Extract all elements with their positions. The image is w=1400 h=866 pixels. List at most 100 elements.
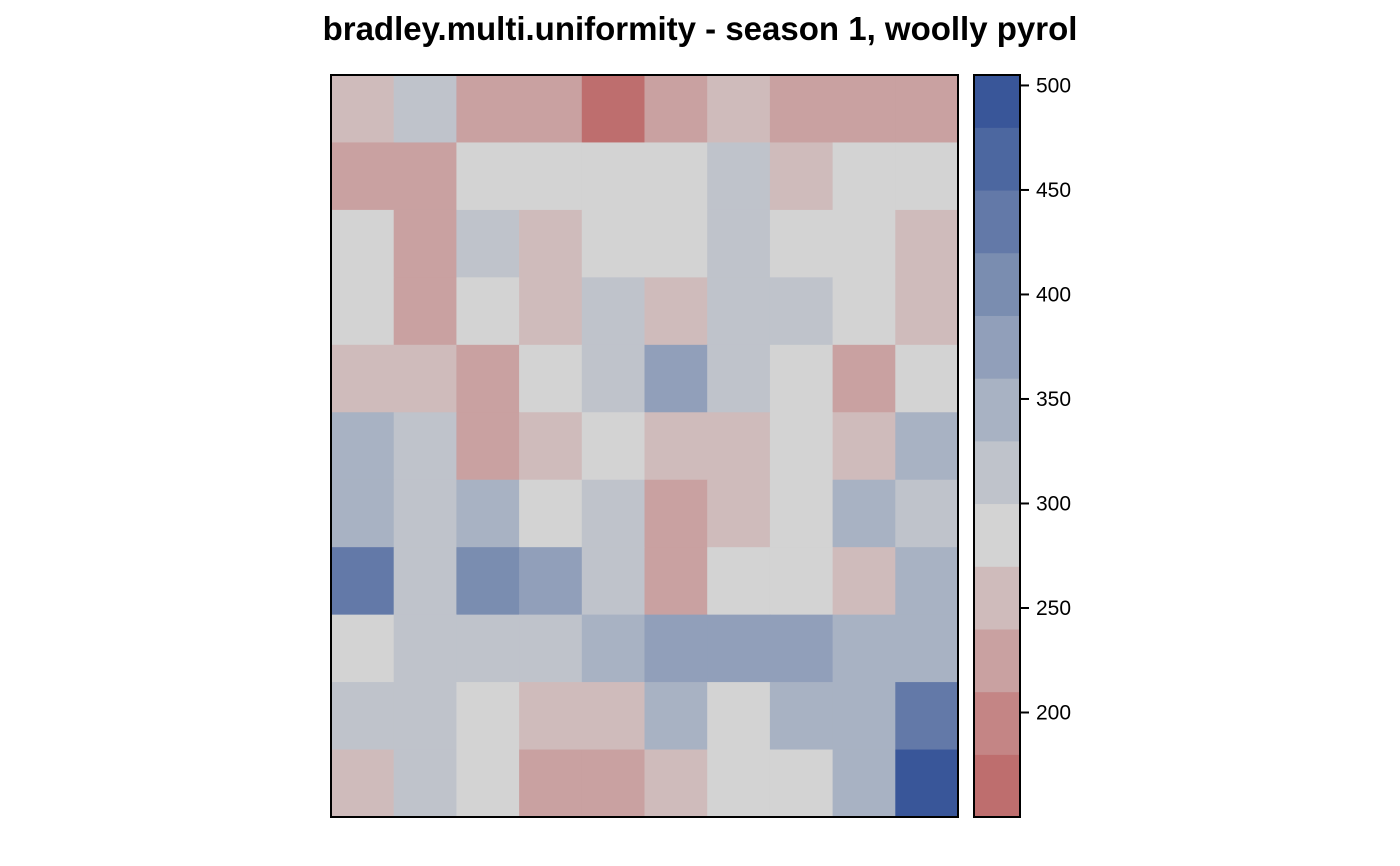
heatmap-cell-r6-c6 [644,412,708,481]
plot-frame [330,74,959,818]
heatmap-cell-r4-c8 [769,277,834,346]
heatmap-cell-r8-c3 [456,547,520,616]
heatmap-cell-r5-c9 [832,344,896,413]
heatmap-cell-r9-c5 [581,614,646,683]
heatmap-cell-r4-c7 [707,277,771,346]
heatmap-cell-r11-c9 [832,749,896,818]
heatmap-cell-r11-c4 [519,749,583,818]
heatmap-cell-r2-c2 [393,142,457,211]
heatmap-cell-r10-c9 [832,682,896,751]
heatmap-cell-r6-c2 [393,412,457,481]
heatmap-cell-r9-c7 [707,614,771,683]
heatmap-cell-r7-c4 [519,479,583,548]
heatmap-cell-r8-c10 [895,547,959,616]
heatmap-cell-r6-c1 [331,412,395,481]
heatmap-cell-r11-c5 [581,749,646,818]
heatmap-cell-r1-c10 [895,75,959,144]
heatmap-cell-r3-c4 [519,209,583,278]
heatmap-cell-r2-c8 [769,142,834,211]
heatmap-cell-r5-c1 [331,344,395,413]
colorbar-band-11 [974,127,1020,191]
heatmap-cell-r5-c7 [707,344,771,413]
heatmap-cell-r7-c2 [393,479,457,548]
colorbar-band-2 [974,691,1020,755]
heatmap-cell-r5-c5 [581,344,646,413]
heatmap-cell-r1-c6 [644,75,708,144]
heatmap-cell-r5-c3 [456,344,520,413]
heatmap-cell-r3-c1 [331,209,395,278]
heatmap-cell-r8-c7 [707,547,771,616]
heatmap-cell-r4-c1 [331,277,395,346]
chart-title: bradley.multi.uniformity - season 1, woo… [322,10,1078,47]
colorbar-band-7 [974,378,1020,442]
heatmap-cell-r7-c10 [895,479,959,548]
heatmap-cell-r6-c8 [769,412,834,481]
colorbar-tick-label-300: 300 [1036,492,1071,515]
heatmap-cell-r2-c6 [644,142,708,211]
heatmap-cell-r4-c10 [895,277,959,346]
colorbar-band-5 [974,503,1020,567]
heatmap-cell-r8-c5 [581,547,646,616]
heatmap-cell-r5-c2 [393,344,457,413]
heatmap-cell-r5-c6 [644,344,708,413]
colorbar-band-1 [974,754,1020,818]
heatmap-cell-r10-c2 [393,682,457,751]
heatmap-cell-r4-c3 [456,277,520,346]
heatmap-cell-r7-c3 [456,479,520,548]
heatmap-cell-r5-c8 [769,344,834,413]
colorbar-band-3 [974,628,1020,693]
heatmap-cell-r2-c10 [895,142,959,211]
colorbar-band-8 [974,315,1020,379]
heatmap-cell-r9-c9 [832,614,896,683]
heatmap-cell-r4-c5 [581,277,646,346]
heatmap-cell-r9-c4 [519,614,583,683]
heatmap-cell-r9-c8 [769,614,834,683]
heatmap-cell-r1-c9 [832,75,896,144]
heatmap-cell-r6-c5 [581,412,646,481]
heatmap-cell-r6-c10 [895,412,959,481]
heatmap-cell-r8-c8 [769,547,834,616]
heatmap-cell-r1-c4 [519,75,583,144]
heatmap-cell-r2-c4 [519,142,583,211]
heatmap-cell-r4-c4 [519,277,583,346]
heatmap-cell-r10-c5 [581,682,646,751]
heatmap-cell-r1-c2 [393,75,457,144]
heatmap-cell-r8-c1 [331,547,395,616]
colorbar-tick-label-250: 250 [1036,597,1071,620]
heatmap-cell-r7-c7 [707,479,771,548]
colorbar-tick-label-450: 450 [1036,179,1071,202]
heatmap-cell-r4-c2 [393,277,457,346]
colorbar-band-6 [974,440,1020,505]
heatmap-cell-r7-c5 [581,479,646,548]
heatmap-cell-r10-c3 [456,682,520,751]
heatmap-cell-r11-c3 [456,749,520,818]
heatmap-cell-r2-c5 [581,142,646,211]
colorbar-band-4 [974,566,1020,630]
heatmap-cell-r2-c1 [331,142,395,211]
heatmap-cell-r10-c1 [331,682,395,751]
heatmap-cell-r11-c8 [769,749,834,818]
colorbar-band-12 [974,75,1020,128]
heatmap-cell-r9-c3 [456,614,520,683]
heatmap-cell-r9-c2 [393,614,457,683]
heatmap-cell-r1-c5 [581,75,646,144]
heatmap-cell-r9-c6 [644,614,708,683]
heatmap-cell-r8-c4 [519,547,583,616]
heatmap-cell-r8-c9 [832,547,896,616]
heatmap-cell-r11-c7 [707,749,771,818]
heatmap-cell-r1-c3 [456,75,520,144]
heatmap-cell-r2-c9 [832,142,896,211]
heatmap-cell-r2-c7 [707,142,771,211]
heatmap-cell-r3-c9 [832,209,896,278]
heatmap-cells [331,75,959,818]
heatmap-cell-r3-c3 [456,209,520,278]
colorbar-frame [973,74,1021,818]
heatmap-cell-r4-c6 [644,277,708,346]
heatmap-cell-r3-c8 [769,209,834,278]
heatmap-cell-r11-c1 [331,749,395,818]
heatmap-cell-r3-c5 [581,209,646,278]
heatmap-cell-r9-c1 [331,614,395,683]
heatmap-cell-r1-c8 [769,75,834,144]
heatmap-cell-r11-c6 [644,749,708,818]
